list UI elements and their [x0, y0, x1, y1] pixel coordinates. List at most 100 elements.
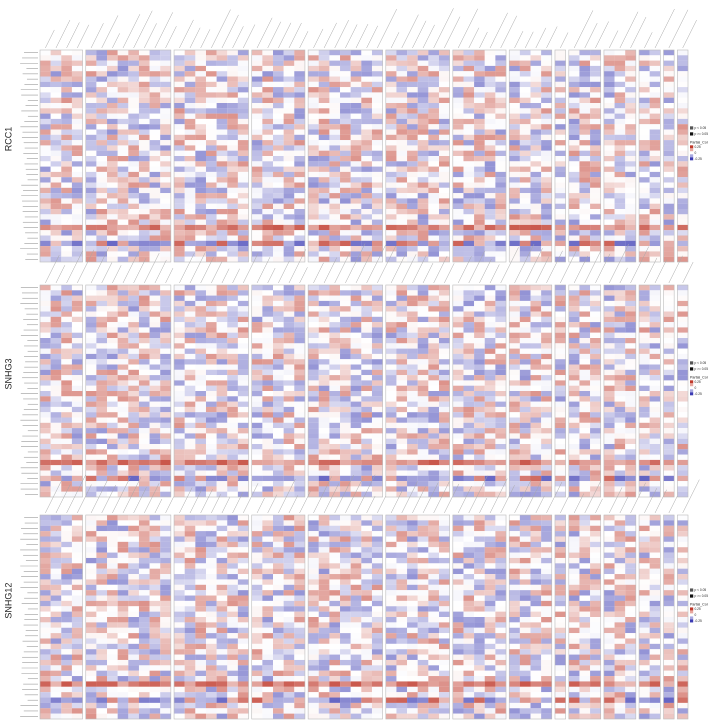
- heatmap-cell: [117, 454, 129, 460]
- heatmap-cell: [554, 481, 566, 487]
- heatmap-cell: [579, 348, 591, 354]
- heatmap-cell: [371, 396, 383, 402]
- heatmap-cell: [361, 486, 373, 492]
- heatmap-cell: [371, 50, 383, 56]
- heatmap-cell: [329, 198, 341, 204]
- heatmap-cell: [237, 391, 249, 397]
- heatmap-cell: [174, 369, 185, 376]
- heatmap-cell: [438, 454, 450, 460]
- heatmap-cell: [625, 481, 636, 487]
- heatmap-cell: [663, 240, 675, 247]
- heatmap-cell: [519, 375, 531, 381]
- heatmap-cell: [184, 177, 196, 183]
- heatmap-cell: [308, 396, 319, 402]
- heatmap-cell: [138, 417, 150, 423]
- heatmap-cell: [603, 103, 615, 109]
- heatmap-cell: [308, 235, 319, 241]
- heatmap-cell: [407, 50, 418, 56]
- heatmap-cell: [614, 322, 626, 328]
- heatmap-cell: [205, 230, 217, 236]
- heatmap-cell: [138, 412, 150, 418]
- heatmap-cell: [50, 713, 62, 720]
- heatmap-cell: [554, 285, 566, 291]
- heatmap-cell: [195, 343, 207, 349]
- heatmap-cell: [385, 81, 397, 88]
- heatmap-cell: [519, 470, 531, 476]
- heatmap-cell: [128, 391, 139, 397]
- heatmap-cell: [71, 465, 83, 471]
- heatmap-cell: [184, 156, 196, 162]
- heatmap-cell: [128, 475, 139, 482]
- heatmap-cell: [590, 306, 601, 312]
- heatmap-cell: [160, 113, 171, 119]
- heatmap-cell: [385, 285, 397, 291]
- heatmap-cell: [428, 491, 440, 498]
- heatmap-cell: [579, 353, 591, 360]
- heatmap-cell: [452, 465, 464, 471]
- heatmap-cell: [138, 300, 150, 307]
- heatmap-cell: [385, 353, 397, 360]
- heatmap-cell: [519, 193, 531, 199]
- heatmap-cell: [519, 251, 531, 257]
- heatmap-cell: [107, 412, 118, 418]
- heatmap-cell: [663, 444, 675, 450]
- heatmap-cell: [579, 290, 591, 296]
- heatmap-cell: [541, 92, 552, 98]
- heatmap-cell: [554, 156, 566, 162]
- heatmap-cell: [350, 481, 362, 487]
- heatmap-cell: [340, 224, 351, 231]
- heatmap-cell: [361, 76, 373, 82]
- heatmap-cell: [463, 428, 475, 434]
- heatmap-cell: [251, 118, 263, 125]
- heatmap-cell: [283, 338, 295, 344]
- heatmap-cell: [361, 348, 373, 354]
- heatmap-cell: [294, 92, 305, 98]
- heatmap-cell: [205, 140, 217, 146]
- heatmap-cell: [273, 65, 284, 72]
- heatmap-cell: [96, 428, 108, 434]
- heatmap-cell: [396, 251, 408, 257]
- heatmap-cell: [625, 87, 636, 93]
- heatmap-cell: [283, 161, 295, 167]
- heatmap-cell: [371, 359, 383, 365]
- heatmap-cell: [283, 322, 295, 328]
- heatmap-cell: [107, 76, 118, 82]
- heatmap-cell: [128, 81, 139, 88]
- heatmap-cell: [262, 55, 274, 61]
- heatmap-cell: [294, 380, 305, 386]
- heatmap-cell: [590, 81, 601, 88]
- heatmap-cell: [96, 156, 108, 162]
- heatmap-cell: [318, 359, 330, 365]
- heatmap-cell: [149, 65, 161, 72]
- heatmap-cell: [251, 481, 263, 487]
- heatmap-cell: [614, 391, 626, 397]
- heatmap-cell: [484, 454, 496, 460]
- heatmap-cell: [340, 193, 351, 199]
- heatmap-cell: [85, 438, 97, 445]
- heatmap-cell: [50, 322, 62, 328]
- heatmap-cell: [474, 108, 485, 114]
- heatmap-cell: [61, 145, 72, 151]
- heatmap-cell: [649, 92, 661, 98]
- heatmap-cell: [452, 417, 464, 423]
- heatmap-cell: [128, 92, 139, 98]
- heatmap-cell: [463, 369, 475, 376]
- heatmap-cell: [463, 150, 475, 157]
- heatmap-cell: [216, 256, 228, 263]
- heatmap-cell: [407, 454, 418, 460]
- legend-significance-label: p < 0.05: [695, 361, 707, 365]
- column-label-mark: [345, 24, 358, 49]
- heatmap-cell: [318, 322, 330, 328]
- heatmap-cell: [50, 246, 62, 252]
- heatmap-cell: [160, 230, 171, 236]
- column-label-mark: [573, 255, 588, 284]
- heatmap-cell: [216, 209, 228, 215]
- heatmap-cell: [71, 459, 83, 466]
- heatmap-cell: [463, 81, 475, 88]
- heatmap-cell: [283, 470, 295, 476]
- heatmap-cell: [417, 486, 429, 492]
- heatmap-cell: [625, 171, 636, 178]
- heatmap-cell: [677, 108, 689, 114]
- heatmap-cell: [227, 81, 238, 88]
- heatmap-cell: [340, 235, 351, 241]
